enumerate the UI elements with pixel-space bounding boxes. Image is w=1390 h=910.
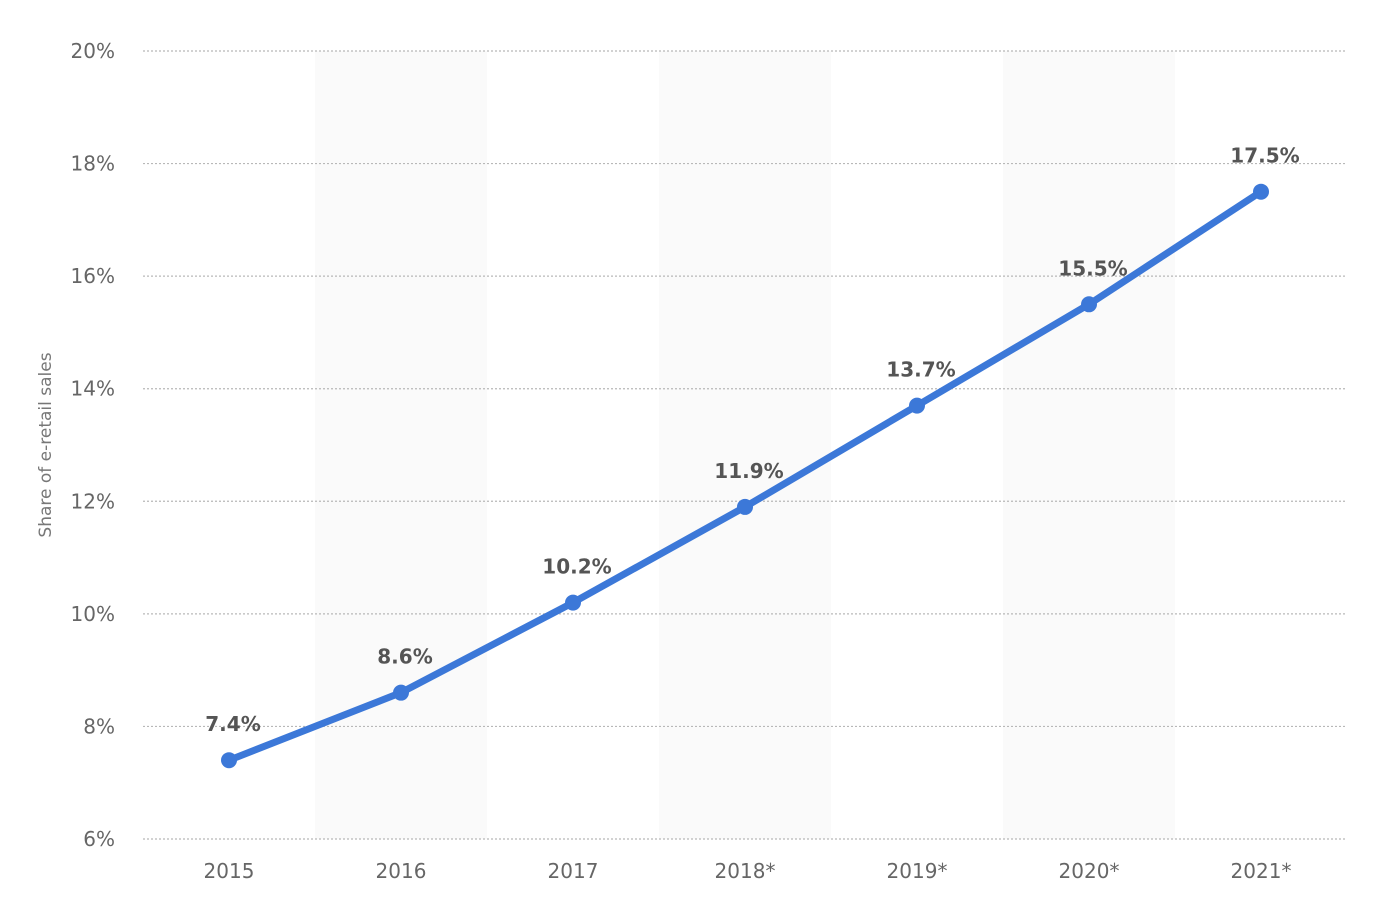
background-band-1 bbox=[315, 51, 487, 839]
data-label: 15.5% bbox=[1058, 256, 1127, 280]
x-tick-label: 2018* bbox=[715, 859, 776, 883]
x-tick-label: 2015 bbox=[204, 859, 255, 883]
data-labels: 7.4% 8.6% 10.2% 11.9% 13.7% 15.5% 17.5% bbox=[205, 144, 1299, 736]
data-point[interactable] bbox=[909, 397, 925, 414]
y-tick-label: 16% bbox=[71, 264, 115, 288]
x-axis-tick-labels: 2015 2016 2017 2018* 2019* 2020* 2021* bbox=[204, 859, 1292, 883]
y-axis-tick-labels: 6% 8% 10% 12% 14% 16% 18% 20% bbox=[71, 39, 115, 851]
alternating-bands bbox=[315, 51, 1175, 839]
data-label: 13.7% bbox=[886, 358, 955, 382]
y-tick-label: 18% bbox=[71, 152, 115, 176]
x-tick-label: 2016 bbox=[376, 859, 427, 883]
y-tick-label: 12% bbox=[71, 489, 115, 513]
data-point[interactable] bbox=[565, 594, 581, 611]
y-axis-title: Share of e-retail sales bbox=[36, 352, 56, 537]
series-line-group bbox=[221, 183, 1269, 769]
background-band-5 bbox=[1003, 51, 1175, 839]
x-tick-label: 2021* bbox=[1231, 859, 1292, 883]
data-point[interactable] bbox=[1081, 296, 1097, 313]
background-band-3 bbox=[659, 51, 831, 839]
x-tick-label: 2020* bbox=[1059, 859, 1120, 883]
data-label: 7.4% bbox=[205, 712, 260, 736]
data-label: 10.2% bbox=[542, 555, 611, 579]
data-point[interactable] bbox=[393, 684, 409, 701]
y-tick-label: 6% bbox=[83, 827, 115, 851]
data-point[interactable] bbox=[221, 752, 237, 769]
y-tick-label: 10% bbox=[71, 602, 115, 626]
data-label: 11.9% bbox=[714, 459, 783, 483]
y-tick-label: 20% bbox=[71, 39, 115, 63]
data-point[interactable] bbox=[1253, 183, 1269, 200]
data-point[interactable] bbox=[737, 498, 753, 515]
data-label: 8.6% bbox=[377, 645, 432, 669]
x-tick-label: 2017 bbox=[548, 859, 599, 883]
y-tick-label: 8% bbox=[83, 714, 115, 738]
data-label: 17.5% bbox=[1230, 144, 1299, 168]
y-tick-label: 14% bbox=[71, 377, 115, 401]
x-tick-label: 2019* bbox=[887, 859, 948, 883]
